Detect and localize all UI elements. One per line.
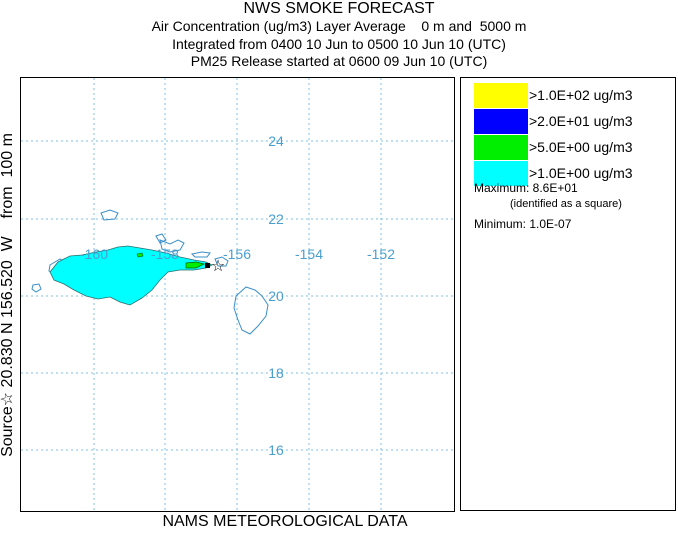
legend-swatch [474,83,528,108]
longitude-label: -154 [295,246,323,262]
legend-item-level-2: >5.0E+00 ug/m3 [474,135,674,160]
map-grid [21,78,454,511]
legend-swatch [474,161,528,186]
legend-label: >5.0E+00 ug/m3 [529,139,633,155]
legend-swatch [474,135,528,160]
forecast-subtitle-release: PM25 Release started at 0600 09 Jun 10 (… [190,53,488,69]
latitude-label: 24 [268,133,284,149]
latitude-label: 20 [268,288,284,304]
concentration-legend: >1.0E+02 ug/m3 >2.0E+01 ug/m3 >5.0E+00 u… [460,77,676,511]
latitude-label: 16 [268,442,284,458]
maximum-note: (identified as a square) [510,198,622,210]
longitude-label: -152 [367,246,395,262]
island-necker [155,233,167,244]
legend-swatch [474,109,528,134]
longitude-label: -158 [151,246,179,262]
smoke-plume-level-2 [185,261,206,269]
island-oahu-north [159,239,185,253]
latitude-label: 18 [268,365,284,381]
island-outlines [31,209,269,335]
legend-item-level-3: >2.0E+01 ug/m3 [474,109,674,134]
island-molokai [190,251,211,258]
island-niihau [31,283,42,293]
longitude-label: -160 [80,246,108,262]
longitude-label: -156 [223,246,251,262]
maximum-concentration-square [205,263,210,268]
forecast-subtitle-integration: Integrated from 0400 10 Jun to 0500 10 J… [172,36,506,52]
meteorological-data-label: NAMS METEOROLOGICAL DATA [162,513,408,530]
forecast-title: NWS SMOKE FORECAST [243,0,435,17]
legend-label: >1.0E+02 ug/m3 [529,87,633,103]
legend-item-level-4: >1.0E+02 ug/m3 [474,83,674,108]
latitude-labels: 24 22 20 18 16 [268,133,284,458]
smoke-plume-level-2-small [136,252,144,258]
map-frame [20,77,455,512]
island-nihoa [100,209,119,221]
legend-label: >2.0E+01 ug/m3 [529,113,633,129]
legend-item-level-1: >1.0E+00 ug/m3 [474,161,674,186]
source-star-icon: ☆ [211,256,225,275]
latitude-label: 22 [268,211,284,227]
longitude-labels: -160 -158 -156 -154 -152 [80,246,395,262]
maximum-value: Maximum: 8.6E+01 [474,181,578,195]
island-maui [214,256,229,267]
forecast-subtitle-concentration: Air Concentration (ug/m3) Layer Average … [151,18,527,34]
legend-label: >1.0E+00 ug/m3 [529,165,633,181]
island-hawaii [233,286,269,335]
minimum-value: Minimum: 1.0E-07 [474,217,572,231]
